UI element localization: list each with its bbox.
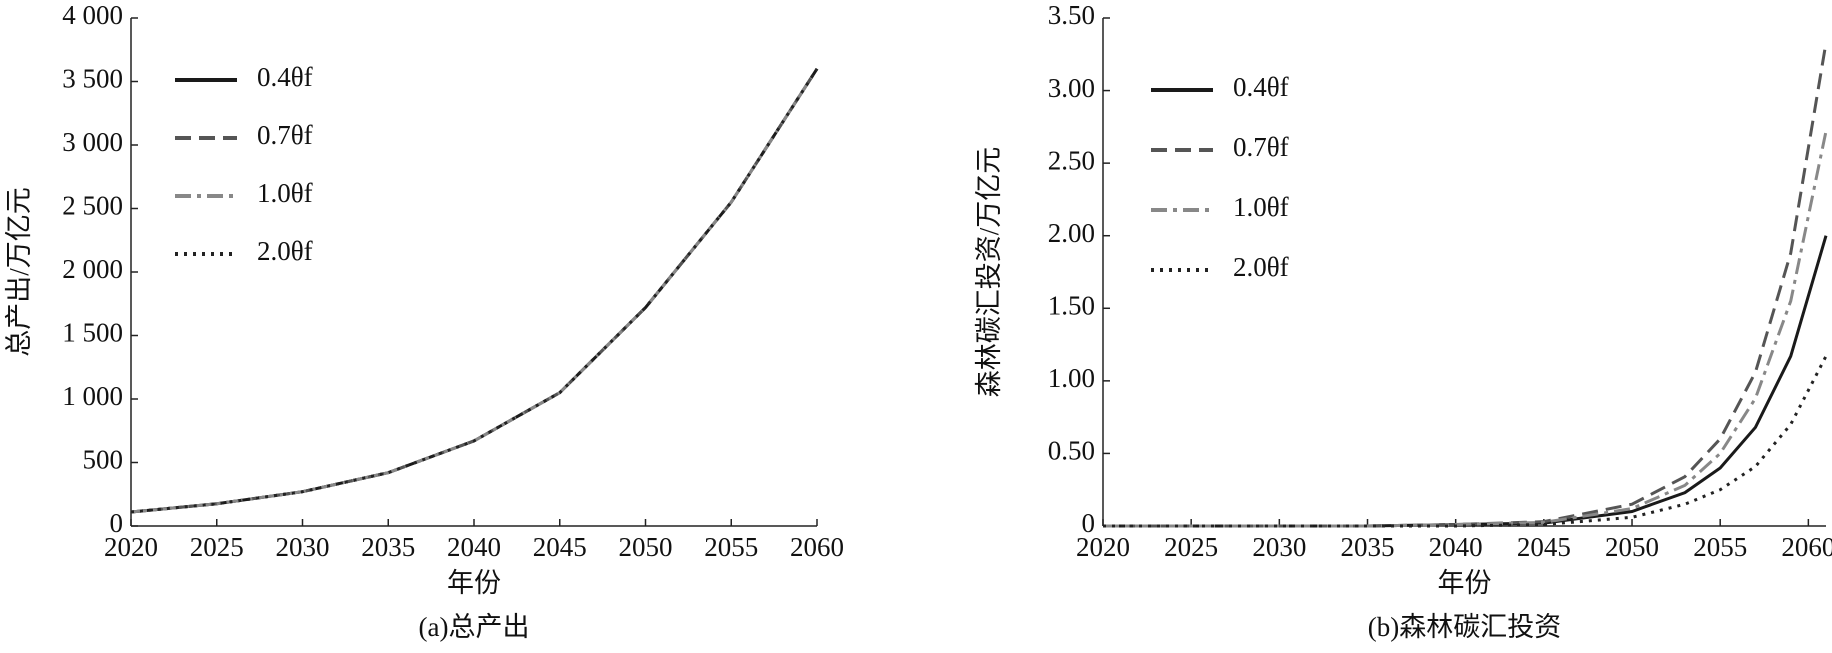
x-tick-label: 2045 [1517,532,1571,562]
x-tick-label: 2030 [276,532,330,562]
y-tick-label: 2.00 [1048,218,1095,248]
y-tick-label: 0 [110,508,124,538]
y-tick-label: 1.50 [1048,290,1095,320]
x-tick-label: 2025 [1164,532,1218,562]
x-tick-label: 2035 [361,532,415,562]
y-tick-label: 3 500 [62,64,123,94]
data-line [130,67,819,514]
legend-label: 2.0θf [1233,252,1289,282]
y-tick-label: 500 [83,445,124,475]
y-tick-label: 0.50 [1048,436,1095,466]
data-line [1103,130,1828,528]
legend-label: 0.7θf [257,120,313,150]
x-tick-label: 2060 [1781,532,1832,562]
legend-label: 2.0θf [257,236,313,266]
x-tick-label: 2050 [1605,532,1659,562]
legend-label: 0.4θf [257,62,313,92]
y-tick-label: 2.50 [1048,145,1095,175]
legend-label: 0.7θf [1233,132,1289,162]
x-tick-label: 2025 [190,532,244,562]
y-axis-title: 森林碳汇投资/万亿元 [974,147,1004,398]
data-line [130,67,819,514]
y-tick-label: 4 000 [62,0,123,30]
y-tick-label: 0 [1082,508,1096,538]
y-tick-label: 1 500 [62,318,123,348]
legend-label: 1.0θf [257,178,313,208]
y-tick-label: 1 000 [62,381,123,411]
data-line [130,67,819,514]
y-tick-label: 2 000 [62,254,123,284]
data-line [130,67,819,514]
caption: (a)总产出 [419,612,530,642]
x-tick-label: 2035 [1341,532,1395,562]
x-tick-label: 2040 [447,532,501,562]
legend-label: 0.4θf [1233,72,1289,102]
y-tick-label: 2 500 [62,191,123,221]
x-tick-label: 2020 [1076,532,1130,562]
x-tick-label: 2055 [1693,532,1747,562]
x-tick-label: 2020 [104,532,158,562]
x-tick-label: 2040 [1429,532,1483,562]
x-axis-title: 年份 [1438,568,1492,598]
y-tick-label: 1.00 [1048,363,1095,393]
caption: (b)森林碳汇投资 [1368,612,1561,642]
legend-label: 1.0θf [1233,192,1289,222]
data-line [1103,42,1828,528]
data-line [1103,235,1828,528]
x-tick-label: 2045 [533,532,587,562]
y-tick-label: 3.00 [1048,73,1095,103]
x-tick-label: 2060 [790,532,844,562]
x-tick-label: 2030 [1252,532,1306,562]
x-tick-label: 2050 [619,532,673,562]
x-tick-label: 2055 [704,532,758,562]
y-axis-title: 总产出/万亿元 [4,187,34,357]
x-axis-title: 年份 [447,568,501,598]
y-tick-label: 3.50 [1048,0,1095,30]
y-tick-label: 3 000 [62,127,123,157]
